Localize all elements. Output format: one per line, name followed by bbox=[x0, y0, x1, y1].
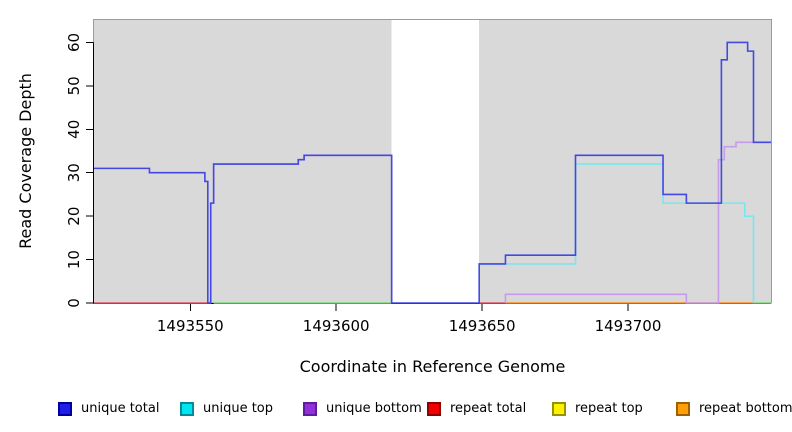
legend-item-unique-top: unique top bbox=[180, 397, 273, 421]
legend-label: unique total bbox=[81, 401, 160, 416]
legend-item-unique-total: unique total bbox=[58, 397, 159, 421]
repeat-top-swatch-icon bbox=[552, 402, 566, 416]
coverage-chart: 0 10 20 30 40 50 60 1493550 1493600 1493650 149370… bbox=[16, 19, 772, 376]
legend-item-repeat-bottom: repeat bottom bbox=[676, 397, 792, 421]
panel-background-region bbox=[479, 19, 771, 303]
x-tick-label: 1493550 bbox=[157, 317, 224, 335]
y-axis-title: Read Coverage Depth bbox=[16, 73, 35, 249]
legend-item-repeat-top: repeat top bbox=[552, 397, 643, 421]
series-unique-total-line bbox=[94, 41, 771, 304]
y-tick-label: 60 bbox=[65, 33, 83, 52]
legend-label: repeat top bbox=[575, 401, 643, 416]
series-unique-bottom-line bbox=[504, 141, 771, 304]
legend-label: unique top bbox=[203, 401, 274, 416]
repeat-bottom-swatch-icon bbox=[676, 402, 690, 416]
legend-label: repeat total bbox=[450, 401, 527, 416]
y-tick-label: 20 bbox=[65, 207, 83, 226]
y-tick-label: 10 bbox=[65, 250, 83, 269]
legend: unique total unique top unique bottom repea… bbox=[0, 397, 792, 425]
x-tick-label: 1493700 bbox=[595, 317, 662, 335]
y-tick-label: 50 bbox=[65, 76, 83, 95]
panel-background-region bbox=[94, 19, 392, 303]
unique-bottom-swatch-icon bbox=[303, 402, 317, 416]
y-tick-label: 0 bbox=[65, 298, 83, 308]
unique-total-swatch-icon bbox=[58, 402, 72, 416]
y-tick-label: 30 bbox=[65, 163, 83, 182]
legend-label: repeat bottom bbox=[699, 401, 792, 416]
x-axis-title: Coordinate in Reference Genome bbox=[300, 357, 566, 376]
legend-item-unique-bottom: unique bottom bbox=[303, 397, 422, 421]
unique-top-swatch-icon bbox=[180, 402, 194, 416]
y-tick-label: 40 bbox=[65, 120, 83, 139]
legend-label: unique bottom bbox=[326, 401, 422, 416]
legend-item-repeat-total: repeat total bbox=[427, 397, 526, 421]
repeat-total-swatch-icon bbox=[427, 402, 441, 416]
x-tick-label: 1493650 bbox=[449, 317, 516, 335]
x-tick-label: 1493600 bbox=[303, 317, 370, 335]
